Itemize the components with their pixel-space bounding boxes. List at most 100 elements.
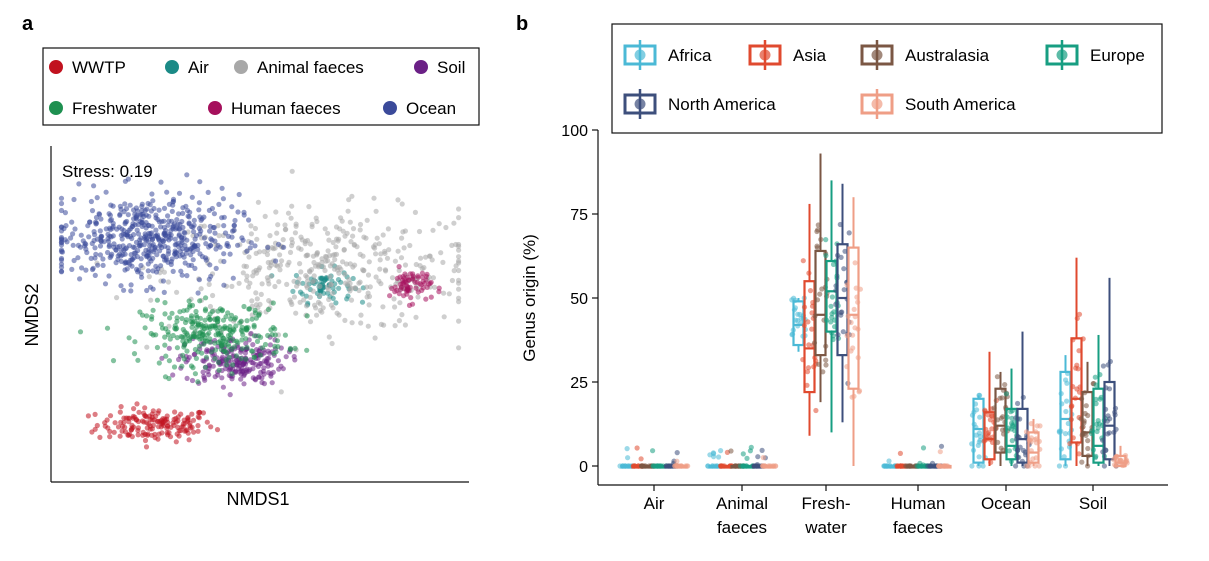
point-wwtp	[189, 411, 195, 417]
point-soil	[267, 350, 273, 356]
point-wwtp	[123, 415, 129, 421]
point-freshwater	[192, 371, 198, 377]
point-wwtp	[107, 413, 114, 419]
point-animal-faeces	[342, 233, 348, 239]
jitter-point-south-america	[1037, 423, 1043, 429]
point-animal-faeces	[356, 287, 362, 294]
point-animal-faeces	[257, 301, 263, 307]
jitter-point-europe	[1009, 420, 1015, 426]
point-ocean	[128, 252, 134, 258]
point-ocean	[222, 230, 229, 236]
point-animal-faeces	[304, 278, 311, 284]
point-ocean	[77, 276, 83, 282]
point-ocean	[58, 228, 65, 234]
jitter-point-africa	[976, 454, 982, 460]
point-animal-faeces	[349, 320, 355, 326]
point-ocean	[122, 201, 128, 207]
legend-marker-soil	[414, 60, 428, 74]
point-animal-faeces	[337, 226, 343, 232]
legend-dot-south-america	[871, 98, 883, 110]
legend-label-north-america: North America	[668, 95, 776, 114]
jitter-point-europe	[828, 303, 834, 309]
point-animal-faeces	[384, 255, 391, 261]
point-freshwater	[149, 314, 155, 320]
jitter-point-europe	[829, 294, 836, 300]
point-animal-faeces	[306, 204, 312, 210]
point-animal-faeces	[291, 294, 297, 300]
point-animal-faeces	[328, 302, 334, 308]
point-freshwater	[262, 341, 269, 348]
point-air	[333, 300, 339, 306]
point-air	[336, 285, 342, 291]
box-north-america-animal-faeces	[751, 447, 769, 469]
point-ocean	[59, 249, 66, 255]
point-animal-faeces	[373, 274, 379, 280]
jitter-point-north-america	[1100, 363, 1106, 369]
point-ocean	[241, 212, 247, 218]
point-ocean	[161, 205, 168, 211]
point-animal-faeces	[282, 227, 288, 233]
x-tick-label-soil: Soil	[1079, 494, 1107, 513]
point-animal-faeces	[376, 241, 382, 247]
point-ocean	[105, 249, 111, 256]
point-freshwater	[162, 342, 168, 348]
point-animal-faeces	[329, 290, 335, 296]
point-soil	[283, 354, 289, 360]
point-ocean	[197, 179, 203, 185]
point-ocean	[75, 255, 81, 261]
point-ocean	[70, 231, 76, 237]
point-animal-faeces	[279, 258, 285, 264]
jitter-point-africa	[797, 311, 803, 317]
point-freshwater	[180, 334, 186, 340]
jitter-point-asia	[897, 450, 904, 456]
point-freshwater	[209, 349, 215, 355]
point-ocean	[175, 221, 181, 227]
point-freshwater	[215, 308, 221, 314]
point-freshwater	[251, 354, 257, 360]
point-animal-faeces	[340, 259, 346, 265]
jitter-point-north-america	[846, 230, 852, 236]
point-animal-faeces	[426, 253, 433, 259]
y-axis: 0 25 50 75 100	[561, 123, 599, 485]
jitter-point-north-america	[841, 266, 847, 272]
point-soil	[250, 360, 256, 366]
point-ocean	[213, 246, 219, 252]
point-freshwater	[304, 347, 310, 353]
jitter-point-asia	[989, 426, 995, 432]
point-soil	[220, 384, 226, 390]
point-ocean	[221, 223, 227, 229]
point-human-faeces	[387, 293, 393, 299]
jitter-point-south-america	[850, 345, 856, 351]
point-soil	[219, 356, 225, 362]
point-soil	[200, 358, 206, 364]
point-animal-faeces	[381, 322, 387, 328]
point-animal-faeces	[287, 249, 294, 255]
point-ocean	[181, 254, 187, 260]
point-freshwater	[231, 344, 238, 350]
point-ocean	[189, 194, 195, 200]
point-ocean	[138, 262, 144, 269]
point-wwtp	[97, 434, 103, 440]
point-animal-faeces	[236, 280, 242, 286]
point-freshwater	[215, 318, 221, 324]
point-human-faeces	[415, 274, 421, 280]
point-animal-faeces	[282, 222, 288, 228]
point-animal-faeces	[273, 209, 279, 215]
point-animal-faeces	[339, 218, 345, 224]
point-animal-faeces	[456, 295, 462, 301]
point-animal-faeces	[245, 284, 252, 290]
point-ocean	[206, 244, 212, 250]
point-freshwater	[243, 356, 249, 362]
point-freshwater	[222, 348, 228, 354]
jitter-point-asia	[987, 417, 994, 423]
point-ocean	[143, 212, 149, 218]
point-freshwater	[167, 315, 173, 321]
point-ocean	[212, 230, 218, 236]
jitter-point-asia	[805, 365, 812, 371]
point-ocean	[129, 257, 135, 263]
point-ocean	[281, 244, 287, 250]
jitter-point-australasia	[823, 362, 829, 368]
point-ocean	[221, 251, 227, 257]
point-wwtp	[175, 414, 181, 420]
point-ocean	[111, 244, 117, 250]
